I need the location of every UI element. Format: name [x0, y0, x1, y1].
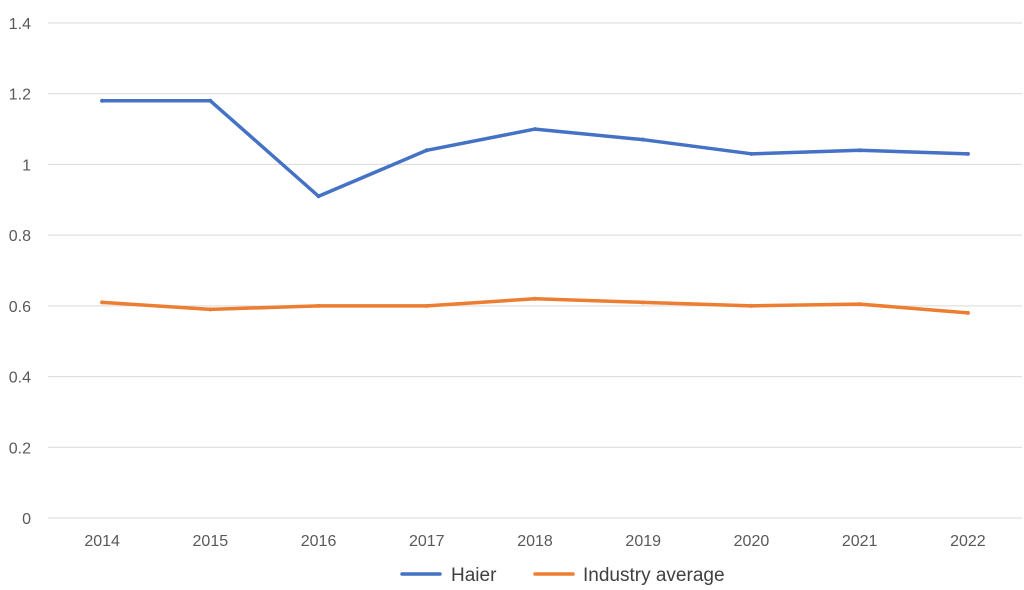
data-point: [965, 151, 970, 156]
data-point: [857, 302, 862, 307]
data-point: [749, 303, 754, 308]
y-tick-label: 0.2: [9, 440, 31, 457]
legend: Haier Industry average: [400, 565, 725, 586]
x-tick-label: 2015: [193, 533, 229, 550]
data-point: [857, 148, 862, 153]
x-tick-label: 2019: [625, 533, 661, 550]
x-tick-label: 2016: [301, 533, 337, 550]
y-tick-label: 1.4: [9, 16, 31, 33]
data-point: [533, 296, 537, 301]
legend-label: Industry average: [583, 565, 725, 586]
data-point: [424, 303, 429, 308]
legend-label: Haier: [451, 565, 497, 586]
data-point: [965, 310, 970, 315]
data-point: [316, 303, 321, 308]
data-point: [749, 151, 754, 156]
gridlines: [48, 22, 1022, 519]
data-point: [100, 300, 105, 305]
y-tick-label: 1: [22, 157, 31, 174]
data-point: [208, 98, 213, 103]
y-tick-label: 0.4: [9, 370, 31, 387]
x-tick-label: 2014: [84, 533, 120, 550]
x-tick-label: 2020: [734, 533, 770, 550]
series-line-haier: [100, 99, 970, 198]
data-point: [424, 148, 429, 153]
data-point: [641, 300, 646, 305]
data-point: [641, 137, 646, 142]
series-lines: [100, 98, 970, 315]
data-point: [100, 98, 105, 103]
y-tick-label: 0.6: [9, 299, 31, 316]
data-point: [533, 127, 537, 132]
x-tick-label: 2018: [517, 533, 553, 550]
y-tick-label: 0: [22, 511, 31, 528]
y-tick-label: 0.8: [9, 228, 31, 245]
x-tick-label: 2021: [842, 533, 878, 550]
data-point: [208, 307, 213, 312]
x-tick-label: 2017: [409, 533, 445, 550]
x-tick-label: 2022: [950, 533, 986, 550]
x-axis-tick-labels: 2014 2015 2016 2017 2018 2019 2020 2021 2022: [84, 533, 985, 550]
data-point: [316, 194, 321, 199]
y-axis-tick-labels: 0 0.2 0.4 0.6 0.8 1 1.2 1.4: [9, 16, 31, 528]
y-tick-label: 1.2: [9, 87, 31, 104]
